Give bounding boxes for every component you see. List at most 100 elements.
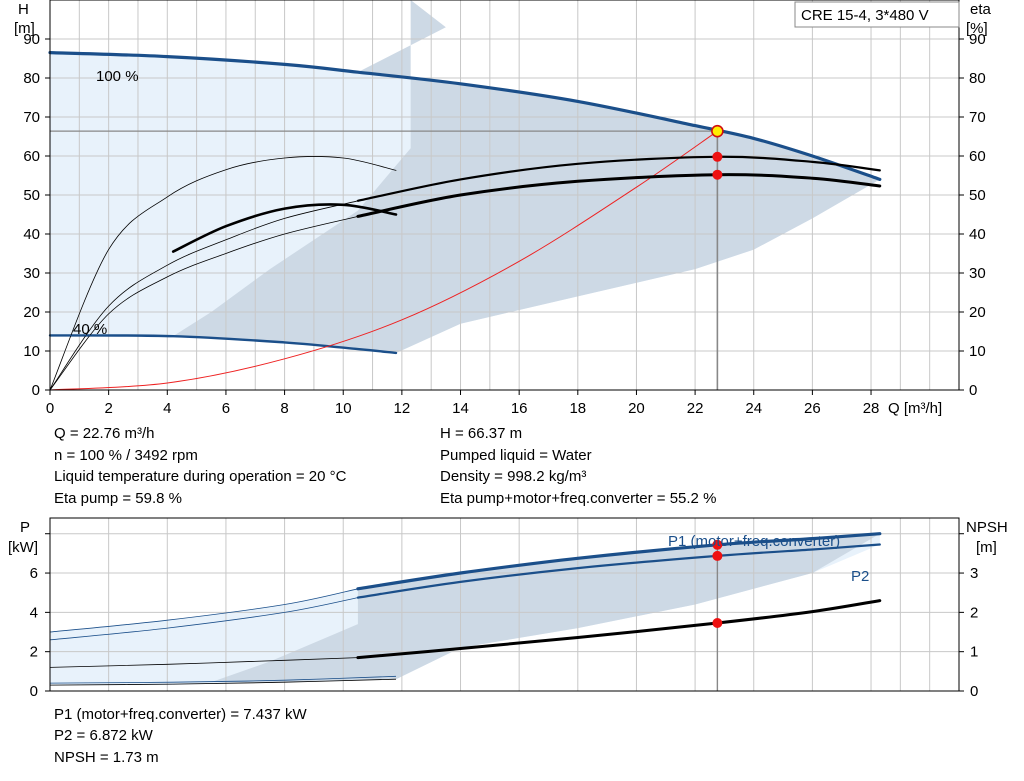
duty-info-top: Q = 22.76 m³/h n = 100 % / 3492 rpm Liqu… bbox=[54, 425, 716, 507]
speed-label-40: 40 % bbox=[73, 321, 107, 338]
chart-title: CRE 15-4, 3*480 V bbox=[801, 7, 929, 24]
info-p1: P1 (motor+freq.converter) = 7.437 kW bbox=[54, 706, 307, 723]
x-tick-label: 10 bbox=[335, 400, 352, 417]
info-n: n = 100 % / 3492 rpm bbox=[54, 447, 198, 464]
x-tick-label: 20 bbox=[628, 400, 645, 417]
x-tick-label: 6 bbox=[222, 400, 230, 417]
eta-total-100-curve bbox=[356, 173, 882, 218]
x-tick-label: 28 bbox=[863, 400, 880, 417]
y2-tick-label: 40 bbox=[969, 226, 986, 243]
p-tick-label: 6 bbox=[30, 565, 38, 582]
y2-tick-label: 0 bbox=[969, 382, 977, 399]
bottom-series bbox=[49, 532, 882, 686]
duty-npsh-marker bbox=[712, 617, 723, 628]
p1-series-label: P1 (motor+freq.converter) bbox=[668, 533, 840, 550]
duty-eta-pump-marker bbox=[712, 151, 723, 162]
p1-curve bbox=[356, 532, 882, 591]
y2-tick-label: 30 bbox=[969, 265, 986, 282]
bottom-duty-markers bbox=[712, 539, 723, 691]
p-tick-labels: 0 2 4 6 bbox=[30, 533, 50, 700]
y-tick-label: 90 bbox=[23, 31, 40, 48]
head-40-curve bbox=[48, 334, 398, 355]
p2-curve bbox=[356, 543, 881, 599]
npsh-tick-label: 1 bbox=[970, 644, 978, 661]
head-40-extension bbox=[49, 335, 174, 337]
x-tick-label: 18 bbox=[569, 400, 586, 417]
info-npsh: NPSH = 1.73 m bbox=[54, 749, 159, 766]
power-operating-area bbox=[211, 533, 880, 683]
top-fill-areas bbox=[50, 0, 880, 353]
y2-tick-labels: 0 10 20 30 40 50 60 70 80 90 bbox=[959, 31, 986, 399]
y-tick-label: 20 bbox=[23, 304, 40, 321]
y-tick-label: 30 bbox=[23, 265, 40, 282]
x-tick-labels: 0 2 4 6 8 10 12 14 16 18 20 22 24 26 28 bbox=[46, 390, 880, 417]
head-100-extension bbox=[49, 52, 358, 73]
eta-pump-100-curve bbox=[356, 155, 881, 202]
duty-p1-marker bbox=[712, 539, 723, 550]
title-box-frame bbox=[794, 1, 960, 28]
head-eta-chart: 0 2 4 6 8 10 12 14 16 18 20 22 24 26 28 01020304050607… bbox=[14, 0, 992, 417]
y-tick-label: 70 bbox=[23, 109, 40, 126]
info-density: Density = 998.2 kg/m³ bbox=[440, 468, 586, 485]
y-tick-labels: 0 10 20 30 40 50 60 70 80 90 bbox=[23, 31, 50, 399]
npsh-tick-label: 2 bbox=[970, 604, 978, 621]
x-tick-label: 8 bbox=[280, 400, 288, 417]
y2-axis-unit-top: [%] bbox=[966, 20, 988, 37]
p2-40-extension bbox=[49, 678, 397, 686]
bottom-fill-areas bbox=[50, 533, 880, 686]
top-series bbox=[48, 51, 882, 391]
duty-info-bottom: P1 (motor+freq.converter) = 7.437 kW P2 … bbox=[54, 706, 307, 766]
y-tick-label: 50 bbox=[23, 187, 40, 204]
x-tick-label: 24 bbox=[745, 400, 762, 417]
power-npsh-chart: 0 2 4 6 0 1 2 3 P [kW] NPSH [m] P1 (motor+freq… bbox=[8, 517, 1008, 700]
y2-axis-unit-bottom: [m] bbox=[976, 539, 997, 556]
p-tick-label: 0 bbox=[30, 683, 38, 700]
x-axis-label: Q [m³/h] bbox=[888, 400, 942, 417]
info-p2: P2 = 6.872 kW bbox=[54, 727, 154, 744]
eta-pump-40-curve bbox=[49, 156, 397, 391]
x-tick-label: 0 bbox=[46, 400, 54, 417]
info-eta-pump: Eta pump = 59.8 % bbox=[54, 490, 182, 507]
x-tick-label: 12 bbox=[394, 400, 411, 417]
y-tick-label: 80 bbox=[23, 70, 40, 87]
npsh-tick-label: 3 bbox=[970, 565, 978, 582]
info-q: Q = 22.76 m³/h bbox=[54, 425, 154, 442]
eta-total-70-curve bbox=[49, 216, 359, 391]
npsh-tick-labels: 0 1 2 3 bbox=[959, 533, 978, 700]
y-tick-label: 60 bbox=[23, 148, 40, 165]
info-liquid: Pumped liquid = Water bbox=[440, 447, 592, 464]
y-axis-label-top: H bbox=[18, 1, 29, 18]
info-h: H = 66.37 m bbox=[440, 425, 522, 442]
eta-total-40-curve bbox=[171, 203, 398, 253]
duty-p2-marker bbox=[712, 550, 723, 561]
y-axis-unit-bottom: [kW] bbox=[8, 539, 38, 556]
y2-tick-label: 50 bbox=[969, 187, 986, 204]
y2-tick-label: 20 bbox=[969, 304, 986, 321]
npsh-curve bbox=[356, 599, 882, 660]
p1-extension bbox=[49, 588, 358, 633]
y-tick-label: 0 bbox=[32, 382, 40, 399]
npsh-extension bbox=[49, 657, 358, 668]
duty-head-marker bbox=[711, 124, 724, 138]
p2-extension bbox=[49, 597, 358, 641]
y-axis-unit-top: [m] bbox=[14, 20, 35, 37]
top-duty-markers bbox=[50, 124, 724, 390]
info-temp: Liquid temperature during operation = 20… bbox=[54, 468, 347, 485]
p2-series-label: P2 bbox=[851, 568, 869, 585]
x-tick-label: 22 bbox=[687, 400, 704, 417]
y2-axis-label-top: eta bbox=[970, 1, 992, 18]
system-curve-curve bbox=[49, 130, 718, 391]
title-box: CRE 15-4, 3*480 V bbox=[794, 1, 960, 28]
x-tick-label: 16 bbox=[511, 400, 528, 417]
info-eta-total: Eta pump+motor+freq.converter = 55.2 % bbox=[440, 490, 716, 507]
y2-tick-label: 10 bbox=[969, 343, 986, 360]
y2-axis-label-bottom: NPSH bbox=[966, 519, 1008, 536]
x-tick-label: 4 bbox=[163, 400, 171, 417]
y2-tick-label: 60 bbox=[969, 148, 986, 165]
operating-range-area bbox=[173, 0, 880, 353]
bottom-plot-frame bbox=[49, 517, 960, 692]
p-tick-label: 2 bbox=[30, 644, 38, 661]
y2-tick-label: 80 bbox=[969, 70, 986, 87]
y-axis-label-bottom: P bbox=[20, 519, 30, 536]
